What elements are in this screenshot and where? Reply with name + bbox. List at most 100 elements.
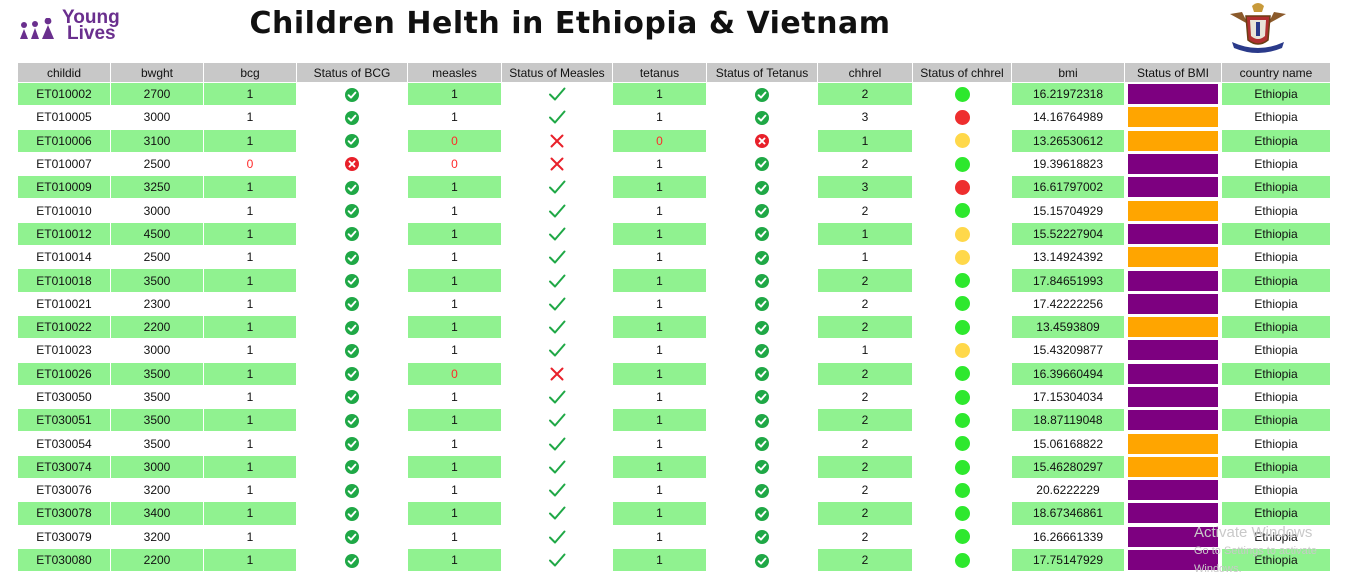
cell-tetanus: 1 [613,525,706,548]
bmi-status-cell [1125,525,1221,548]
bmi-status-bar [1128,293,1218,314]
green-dot-icon [954,389,970,405]
cell-bcg: 1 [204,362,296,385]
col-header-bcg[interactable]: bcg [204,63,296,82]
col-header-status-bcg[interactable]: Status of BCG [297,63,407,82]
cell-measles: 1 [408,176,501,199]
green-dot-icon [954,506,970,522]
cell-measles: 1 [408,455,501,479]
table-row[interactable]: ET010006 3100 1 0 0 1 13.26530612 Ethiopia [18,129,1330,152]
status-dot-icon [913,479,1011,502]
col-header-country-name[interactable]: country name [1222,63,1330,82]
check-circle-icon [707,362,817,385]
cell-bwght: 2200 [111,548,203,572]
cell-tetanus: 1 [613,502,706,525]
table-row[interactable]: ET030079 3200 1 1 1 2 16.26661339 Ethiopia [18,525,1330,548]
bmi-status-bar [1128,317,1218,338]
cell-chhrel: 1 [818,129,912,152]
cell-country-name: Ethiopia [1222,362,1330,385]
table-row[interactable]: ET010007 2500 0 0 1 2 19.39618823 Ethiopia [18,152,1330,176]
table-row[interactable]: ET030050 3500 1 1 1 2 17.15304034 Ethiopia [18,385,1330,409]
col-header-measles[interactable]: measles [408,63,501,82]
col-header-status-tetanus[interactable]: Status of Tetanus [707,63,817,82]
cell-childid: ET010023 [18,339,110,362]
table-row[interactable]: ET030051 3500 1 1 1 2 18.87119048 Ethiopia [18,409,1330,432]
table-row[interactable]: ET010010 3000 1 1 1 2 15.15704929 Ethiopia [18,199,1330,222]
status-dot-icon [913,548,1011,572]
checkmark-icon [502,525,612,548]
bmi-status-cell [1125,548,1221,572]
table-row[interactable]: ET010012 4500 1 1 1 1 15.52227904 Ethiopia [18,222,1330,246]
table-row[interactable]: ET010023 3000 1 1 1 1 15.43209877 Ethiopia [18,339,1330,362]
table-row[interactable]: ET010026 3500 1 0 1 2 16.39660494 Ethiopia [18,362,1330,385]
cell-bcg: 1 [204,432,296,455]
cell-childid: ET010009 [18,176,110,199]
table-row[interactable]: ET010014 2500 1 1 1 1 13.14924392 Ethiopia [18,246,1330,269]
cell-bcg: 1 [204,548,296,572]
cell-bwght: 2300 [111,292,203,315]
table-row[interactable]: ET010009 3250 1 1 1 3 16.61797002 Ethiopia [18,176,1330,199]
cell-measles: 0 [408,129,501,152]
col-header-status-bmi[interactable]: Status of BMI [1125,63,1221,82]
bmi-status-cell [1125,479,1221,502]
col-header-bmi[interactable]: bmi [1012,63,1124,82]
check-circle-icon [707,152,817,176]
cell-bcg: 1 [204,292,296,315]
cell-bmi: 17.84651993 [1012,269,1124,292]
cell-chhrel: 2 [818,525,912,548]
col-header-childid[interactable]: childid [18,63,110,82]
col-header-status-measles[interactable]: Status of Measles [502,63,612,82]
cell-bmi: 13.26530612 [1012,129,1124,152]
table-row[interactable]: ET030074 3000 1 1 1 2 15.46280297 Ethiopia [18,455,1330,479]
col-header-tetanus[interactable]: tetanus [613,63,706,82]
people-figures-icon [20,18,54,39]
col-header-status-chhrel[interactable]: Status of chhrel [913,63,1011,82]
check-circle-icon [707,479,817,502]
table-row[interactable]: ET010022 2200 1 1 1 2 13.4593809 Ethiopia [18,315,1330,339]
cell-measles: 1 [408,315,501,339]
bmi-status-cell [1125,269,1221,292]
cell-bwght: 3500 [111,432,203,455]
col-header-bwght[interactable]: bwght [111,63,203,82]
cell-chhrel: 1 [818,222,912,246]
cell-bmi: 16.21972318 [1012,83,1124,106]
cell-country-name: Ethiopia [1222,106,1330,129]
col-header-chhrel[interactable]: chhrel [818,63,912,82]
cell-bwght: 3000 [111,199,203,222]
bmi-status-bar [1128,154,1218,175]
check-circle-icon [297,315,407,339]
bmi-status-bar [1128,363,1218,384]
cell-childid: ET010021 [18,292,110,315]
yellow-dot-icon [954,249,970,265]
cell-bwght: 2200 [111,315,203,339]
cell-bmi: 17.42222256 [1012,292,1124,315]
check-circle-icon [707,502,817,525]
table-row[interactable]: ET030080 2200 1 1 1 2 17.75147929 Ethiopia [18,548,1330,572]
bmi-status-cell [1125,339,1221,362]
status-dot-icon [913,176,1011,199]
cell-bcg: 1 [204,315,296,339]
cell-chhrel: 2 [818,152,912,176]
checkmark-icon [502,455,612,479]
bmi-status-cell [1125,152,1221,176]
table-row[interactable]: ET030078 3400 1 1 1 2 18.67346861 Ethiopia [18,502,1330,525]
young-lives-logo: Young Lives [18,8,120,44]
cell-bwght: 3200 [111,525,203,548]
cell-tetanus: 1 [613,292,706,315]
cell-childid: ET030078 [18,502,110,525]
x-mark-icon [502,362,612,385]
cell-bmi: 15.15704929 [1012,199,1124,222]
cell-childid: ET010012 [18,222,110,246]
table-row[interactable]: ET010005 3000 1 1 1 3 14.16764989 Ethiopia [18,106,1330,129]
table-row[interactable]: ET010021 2300 1 1 1 2 17.42222256 Ethiopia [18,292,1330,315]
table-row[interactable]: ET030054 3500 1 1 1 2 15.06168822 Ethiopia [18,432,1330,455]
table-row[interactable]: ET010002 2700 1 1 1 2 16.21972318 Ethiopia [18,83,1330,106]
table-row[interactable]: ET030076 3200 1 1 1 2 20.6222229 Ethiopia [18,479,1330,502]
cell-measles: 1 [408,385,501,409]
cell-country-name: Ethiopia [1222,525,1330,548]
bmi-status-bar [1128,247,1218,268]
cell-tetanus: 1 [613,432,706,455]
check-circle-icon [707,246,817,269]
table-row[interactable]: ET010018 3500 1 1 1 2 17.84651993 Ethiopia [18,269,1330,292]
check-circle-icon [297,222,407,246]
